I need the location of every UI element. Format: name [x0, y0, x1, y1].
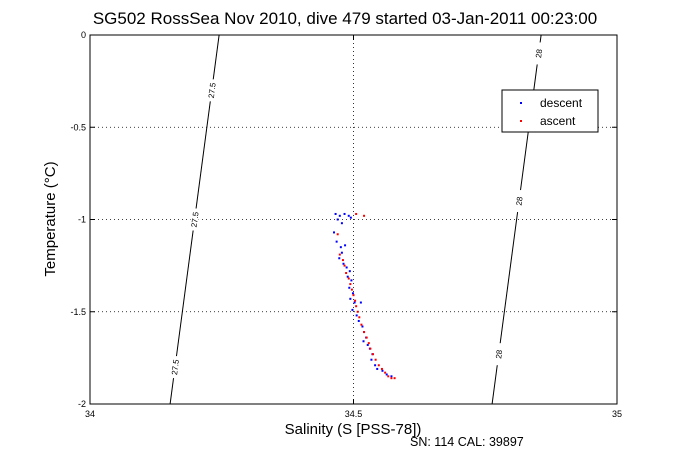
descent-point-12 — [338, 257, 341, 260]
isopycnal-label-bg-1-1 — [515, 190, 524, 213]
isopycnal-label-bg-0-2 — [171, 356, 180, 379]
descent-point-7 — [333, 231, 336, 234]
ascent-point-4 — [341, 259, 344, 262]
descent-point-25 — [357, 319, 360, 322]
ascent-point-17 — [365, 336, 368, 339]
descent-point-23 — [351, 308, 354, 311]
legend-marker-ascent — [520, 120, 522, 122]
descent-point-33 — [370, 358, 373, 361]
y-tick-label-3: -0.5 — [70, 122, 86, 132]
descent-point-17 — [350, 279, 353, 282]
ascent-point-19 — [369, 347, 372, 350]
plot-area: 27.5 27.5 27.5 28 28 28 34 34.5 35 -2 -1.5 -1 -0.5 0 — [70, 30, 622, 419]
descent-point-13 — [342, 262, 345, 265]
descent-point-36 — [381, 369, 384, 372]
descent-point-3 — [347, 214, 350, 217]
descent-point-20 — [349, 297, 352, 300]
y-tick-label-2: -1 — [78, 215, 86, 225]
ascent-point-9 — [350, 288, 353, 291]
ascent-point-27 — [393, 377, 396, 380]
descent-point-22 — [359, 301, 362, 304]
ascent-point-8 — [349, 283, 352, 286]
chart-title: SG502 RossSea Nov 2010, dive 479 started… — [93, 9, 597, 28]
y-tick-label-0: -2 — [78, 399, 86, 409]
descent-point-26 — [361, 325, 364, 328]
descent-point-16 — [346, 275, 349, 278]
ascent-point-16 — [363, 331, 366, 334]
isopycnal-label-0-2: 27.5 — [170, 358, 181, 375]
legend-label-ascent: ascent — [540, 114, 576, 128]
descent-point-34 — [374, 364, 377, 367]
descent-point-1 — [338, 214, 341, 217]
descent-point-37 — [385, 373, 388, 376]
calibration-footer: SN: 114 CAL: 39897 — [410, 435, 524, 449]
ascent-point-21 — [374, 358, 377, 361]
ascent-point-25 — [387, 375, 390, 378]
descent-point-14 — [345, 266, 348, 269]
ascent-point-5 — [343, 264, 346, 267]
descent-point-8 — [335, 240, 338, 243]
isopycnal-label-1-1: 28 — [515, 196, 525, 207]
ascent-point-22 — [377, 364, 380, 367]
isopycnal-label-1-2: 28 — [494, 349, 504, 360]
x-tick-label-2: 35 — [612, 409, 622, 419]
descent-point-9 — [339, 246, 342, 249]
descent-point-29 — [362, 340, 365, 343]
legend-label-descent: descent — [540, 96, 583, 110]
legend-marker-descent — [520, 102, 522, 104]
descent-point-24 — [355, 314, 358, 317]
ascent-point-14 — [358, 316, 361, 319]
ascent-point-1 — [363, 214, 366, 217]
y-tick-label-4: 0 — [81, 30, 86, 40]
ascent-point-7 — [347, 277, 350, 280]
ascent-point-26 — [390, 377, 393, 380]
x-axis-label: Salinity (S [PSS-78]) — [285, 421, 422, 438]
descent-point-6 — [349, 216, 352, 219]
descent-point-30 — [366, 343, 369, 346]
isopycnal-label-0-1: 27.5 — [190, 211, 201, 228]
ascent-point-10 — [352, 294, 355, 297]
ascent-point-2 — [336, 233, 339, 236]
ascent-point-23 — [380, 367, 383, 370]
ascent-point-15 — [360, 323, 363, 326]
descent-point-38 — [390, 375, 393, 378]
isopycnal-label-bg-0-1 — [190, 208, 199, 231]
isopycnal-label-1-0: 28 — [534, 48, 544, 59]
descent-point-2 — [343, 212, 346, 215]
x-tick-label-0: 34 — [85, 409, 95, 419]
descent-point-10 — [344, 244, 347, 247]
ascent-point-3 — [338, 253, 341, 256]
isopycnal-label-bg-1-2 — [494, 343, 503, 366]
ascent-point-12 — [355, 305, 358, 308]
ascent-point-20 — [371, 353, 374, 356]
y-tick-label-1: -1.5 — [70, 307, 86, 317]
legend-box — [501, 89, 599, 133]
descent-point-18 — [348, 286, 351, 289]
descent-point-35 — [376, 367, 379, 370]
descent-point-21 — [353, 301, 356, 304]
ascent-point-6 — [345, 272, 348, 275]
descent-point-5 — [340, 222, 343, 225]
descent-point-4 — [336, 218, 339, 221]
ascent-point-24 — [384, 371, 387, 374]
isopycnal-label-bg-1-0 — [534, 42, 543, 65]
ascent-point-0 — [355, 212, 358, 215]
descent-point-19 — [351, 292, 354, 295]
legend: descent ascent — [501, 89, 599, 133]
ascent-point-11 — [354, 299, 357, 302]
descent-point-11 — [340, 251, 343, 254]
x-tick-label-1: 34.5 — [345, 409, 363, 419]
y-axis-label: Temperature (°C) — [42, 161, 59, 276]
isopycnal-label-bg-0-0 — [207, 79, 216, 102]
isopycnal-label-0-0: 27.5 — [207, 82, 218, 99]
descent-point-0 — [334, 212, 337, 215]
ascent-point-18 — [367, 342, 370, 345]
descent-point-15 — [348, 270, 351, 273]
ascent-point-13 — [356, 310, 359, 313]
